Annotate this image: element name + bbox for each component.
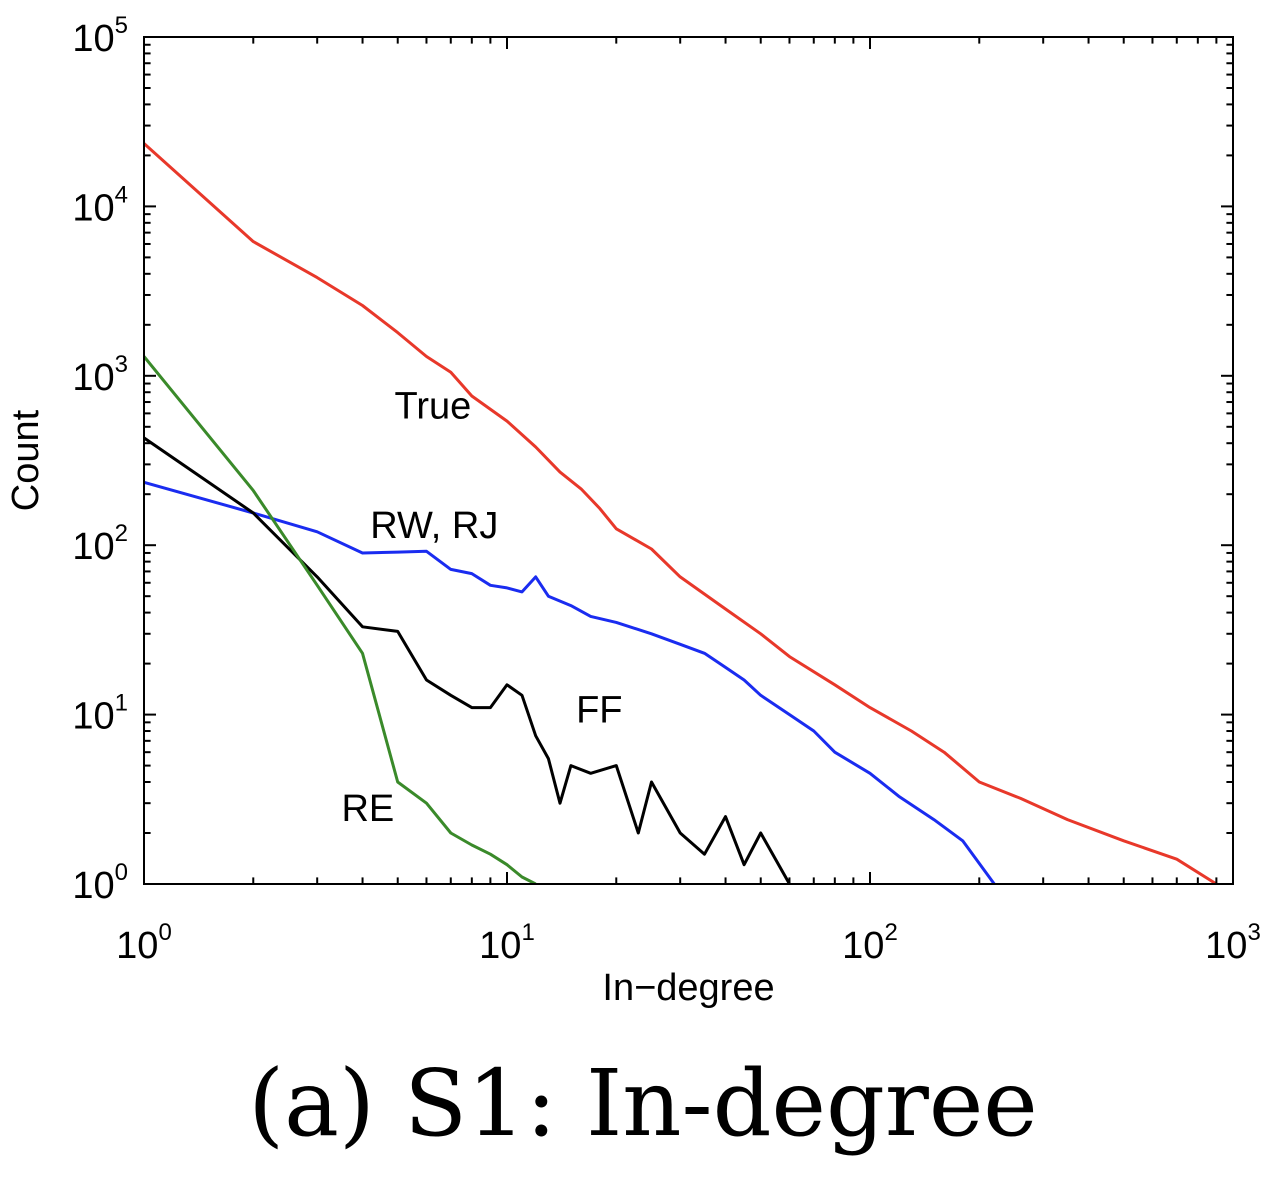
chart: 100 101 102 103 100 101 102 103 104 105 In−degree… [5, 12, 1261, 1009]
labels-layer: In−degree Count True RW, RJ FF RE [5, 385, 775, 1009]
y-tick-label: 102 [72, 520, 128, 568]
series-label-ff: FF [576, 689, 622, 731]
figure-caption: (a) S1: In-degree [248, 1050, 1038, 1157]
series-line-re [144, 355, 537, 884]
series-line-true [144, 142, 1218, 884]
x-axis-label: In−degree [602, 967, 774, 1009]
y-tick-label: 105 [72, 12, 128, 60]
y-tick-label: 101 [72, 690, 128, 738]
y-tick-label: 104 [72, 181, 128, 229]
y-tick-label: 103 [72, 351, 128, 399]
series-line-rw-rj [144, 480, 996, 884]
ticks-layer: 100 101 102 103 100 101 102 103 104 105 [72, 12, 1260, 967]
x-tick-label: 102 [842, 919, 898, 967]
x-tick-label: 101 [479, 919, 535, 967]
series-label-true: True [395, 385, 472, 427]
y-axis-label: Count [5, 409, 47, 511]
plot-frame [143, 36, 1234, 885]
series-line-ff [144, 436, 791, 884]
y-tick-label: 100 [72, 859, 128, 907]
series-label-re: RE [341, 788, 394, 830]
x-tick-label: 103 [1205, 919, 1261, 967]
x-tick-label: 100 [116, 919, 172, 967]
series-layer [144, 142, 1218, 884]
series-label-rw-rj: RW, RJ [370, 505, 498, 547]
